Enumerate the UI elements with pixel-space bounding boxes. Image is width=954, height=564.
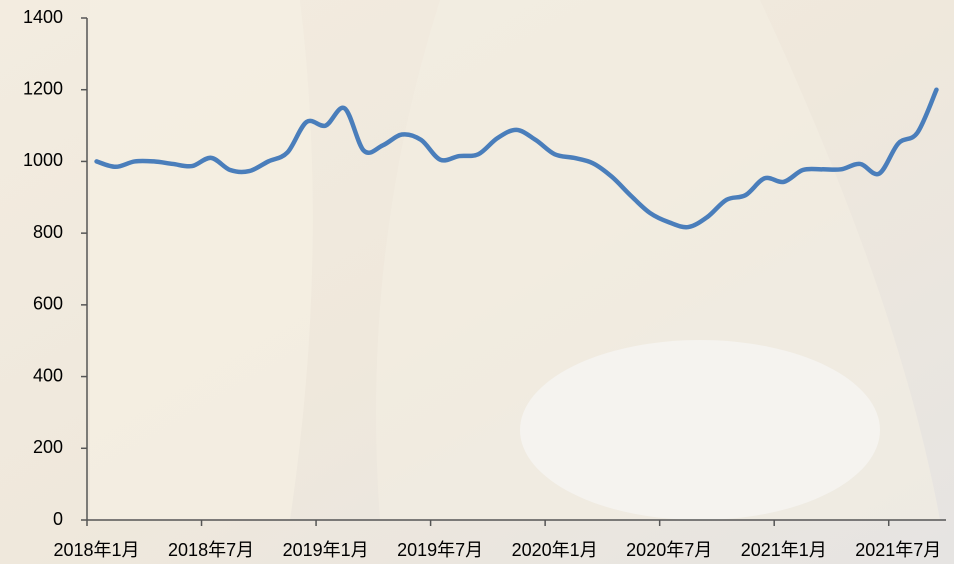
y-tick-label: 600: [33, 294, 63, 314]
y-tick-label: 1200: [23, 78, 63, 98]
x-tick-label: 2019年7月: [397, 540, 483, 560]
background-spoon: [90, 0, 313, 520]
x-tick-label: 2018年1月: [54, 540, 140, 560]
background-salt: [520, 340, 880, 520]
x-tick-label: 2020年7月: [626, 540, 712, 560]
x-tick-label: 2018年7月: [168, 540, 254, 560]
x-tick-label: 2020年1月: [512, 540, 598, 560]
y-tick-label: 800: [33, 222, 63, 242]
y-tick-label: 0: [53, 509, 63, 529]
data-line: [94, 87, 939, 230]
x-tick-label: 2021年1月: [741, 540, 827, 560]
y-tick-label: 1000: [23, 150, 63, 170]
x-tick-label: 2019年1月: [283, 540, 369, 560]
y-tick-label: 200: [33, 437, 63, 457]
y-tick-label: 1400: [23, 7, 63, 27]
x-tick-label: 2021年7月: [855, 540, 941, 560]
y-tick-label: 400: [33, 365, 63, 385]
